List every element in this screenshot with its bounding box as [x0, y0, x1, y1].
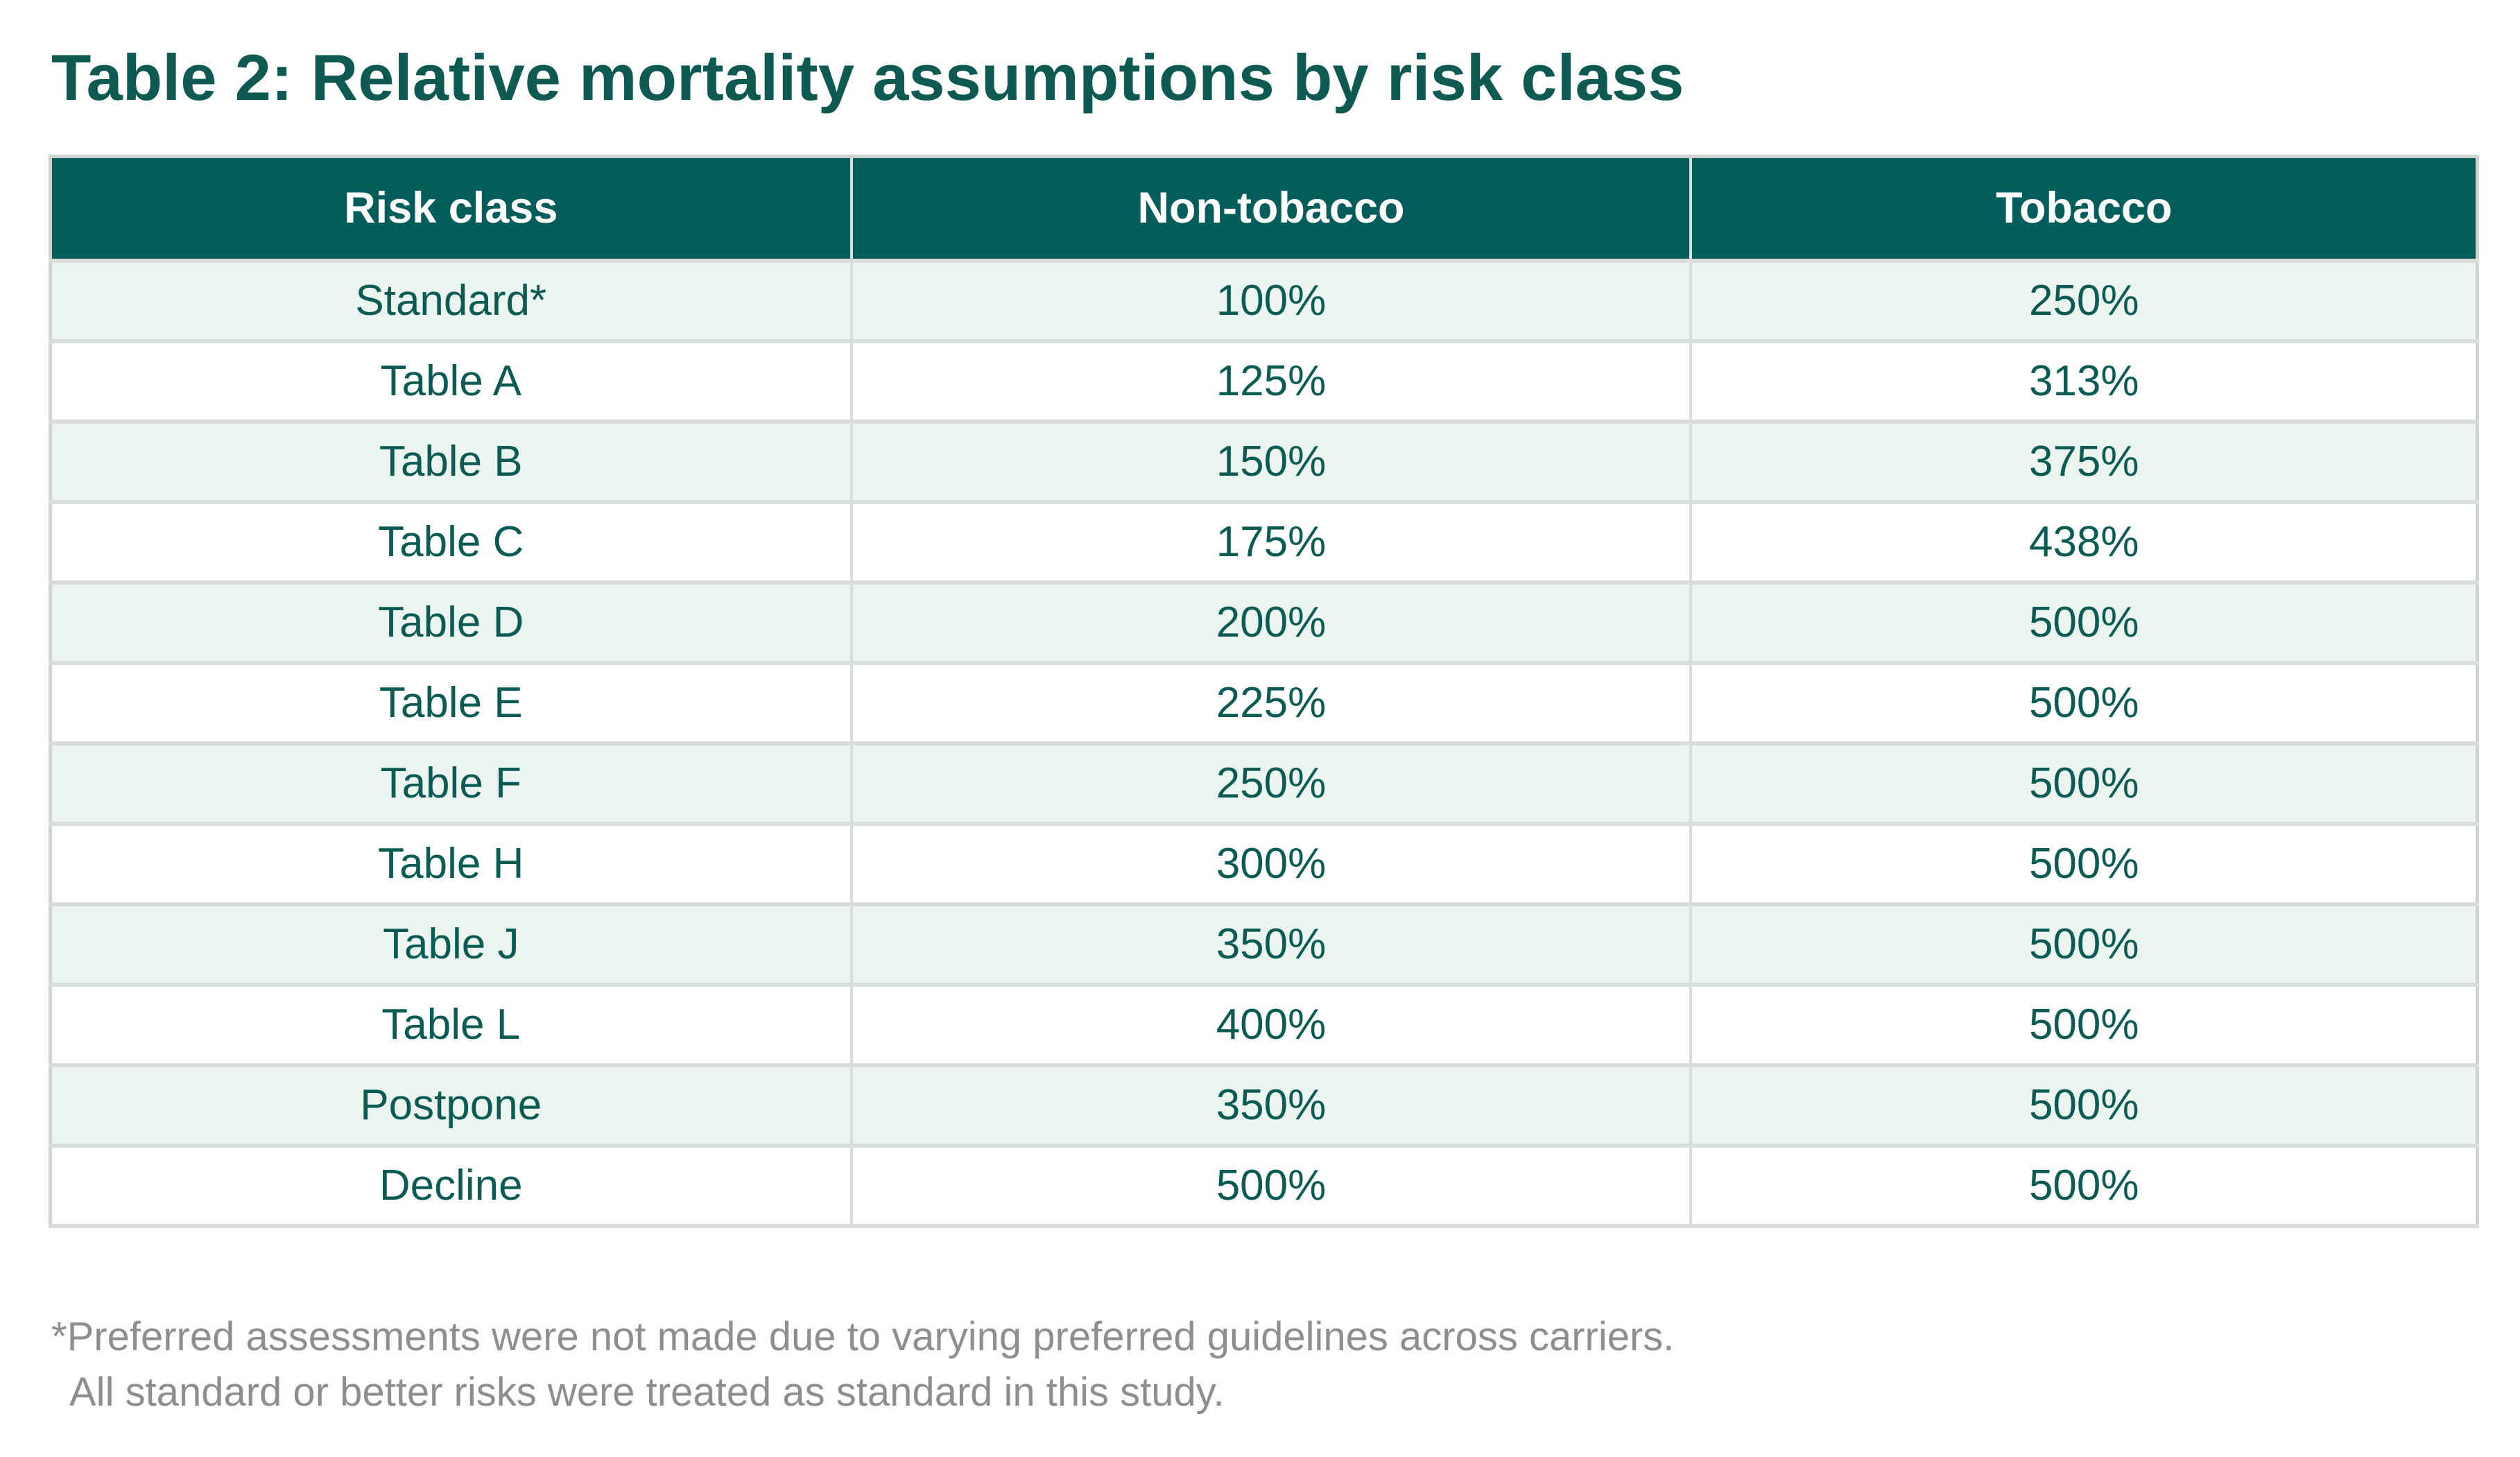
table-row: Table A 125% 313%	[49, 338, 2479, 424]
footnote-line-2: All standard or better risks were treate…	[69, 1370, 1225, 1415]
non-tobacco-cell: 200%	[849, 580, 1693, 665]
non-tobacco-cell: 225%	[849, 660, 1693, 745]
non-tobacco-cell: 100%	[849, 258, 1693, 343]
tobacco-cell: 500%	[1689, 821, 2479, 906]
non-tobacco-cell: 125%	[849, 338, 1693, 424]
risk-class-cell: Table J	[49, 902, 853, 987]
table-row: Table L 400% 500%	[49, 982, 2479, 1067]
risk-class-cell: Decline	[49, 1143, 853, 1228]
non-tobacco-cell: 350%	[849, 902, 1693, 987]
risk-class-cell: Table B	[49, 419, 853, 504]
tobacco-cell: 500%	[1689, 1143, 2479, 1228]
tobacco-cell: 438%	[1689, 499, 2479, 585]
header-cell-tobacco: Tobacco	[1689, 155, 2479, 263]
table-row: Table E 225% 500%	[49, 660, 2479, 745]
risk-class-cell: Table E	[49, 660, 853, 745]
tobacco-cell: 500%	[1689, 1062, 2479, 1148]
non-tobacco-cell: 150%	[849, 419, 1693, 504]
tobacco-cell: 500%	[1689, 580, 2479, 665]
table-row: Table H 300% 500%	[49, 821, 2479, 906]
risk-class-cell: Table A	[49, 338, 853, 424]
risk-class-cell: Table F	[49, 741, 853, 826]
risk-class-cell: Table D	[49, 580, 853, 665]
mortality-table-container: Risk class Non-tobacco Tobacco Standard*…	[49, 155, 2479, 1228]
header-cell-non-tobacco: Non-tobacco	[849, 155, 1693, 263]
header-cell-risk-class: Risk class	[49, 155, 853, 263]
table-row: Table B 150% 375%	[49, 419, 2479, 504]
risk-class-cell: Table L	[49, 982, 853, 1067]
risk-class-cell: Postpone	[49, 1062, 853, 1148]
tobacco-cell: 500%	[1689, 660, 2479, 745]
tobacco-cell: 313%	[1689, 338, 2479, 424]
non-tobacco-cell: 300%	[849, 821, 1693, 906]
non-tobacco-cell: 500%	[849, 1143, 1693, 1228]
table-header-row: Risk class Non-tobacco Tobacco	[49, 155, 2479, 263]
page-title: Table 2: Relative mortality assumptions …	[51, 41, 1684, 114]
risk-class-cell: Standard*	[49, 258, 853, 343]
table-row: Standard* 100% 250%	[49, 258, 2479, 343]
mortality-table: Risk class Non-tobacco Tobacco Standard*…	[49, 155, 2479, 1228]
risk-class-cell: Table C	[49, 499, 853, 585]
risk-class-cell: Table H	[49, 821, 853, 906]
table-row: Table C 175% 438%	[49, 499, 2479, 585]
non-tobacco-cell: 350%	[849, 1062, 1693, 1148]
non-tobacco-cell: 175%	[849, 499, 1693, 585]
non-tobacco-cell: 400%	[849, 982, 1693, 1067]
tobacco-cell: 250%	[1689, 258, 2479, 343]
footnote-line-1: *Preferred assessments were not made due…	[51, 1314, 1675, 1359]
table-row: Postpone 350% 500%	[49, 1062, 2479, 1148]
tobacco-cell: 500%	[1689, 982, 2479, 1067]
tobacco-cell: 500%	[1689, 741, 2479, 826]
table-row: Table D 200% 500%	[49, 580, 2479, 665]
table-row: Table F 250% 500%	[49, 741, 2479, 826]
tobacco-cell: 375%	[1689, 419, 2479, 504]
footnote: *Preferred assessments were not made due…	[51, 1309, 1674, 1420]
non-tobacco-cell: 250%	[849, 741, 1693, 826]
tobacco-cell: 500%	[1689, 902, 2479, 987]
table-row: Table J 350% 500%	[49, 902, 2479, 987]
table-row: Decline 500% 500%	[49, 1143, 2479, 1228]
